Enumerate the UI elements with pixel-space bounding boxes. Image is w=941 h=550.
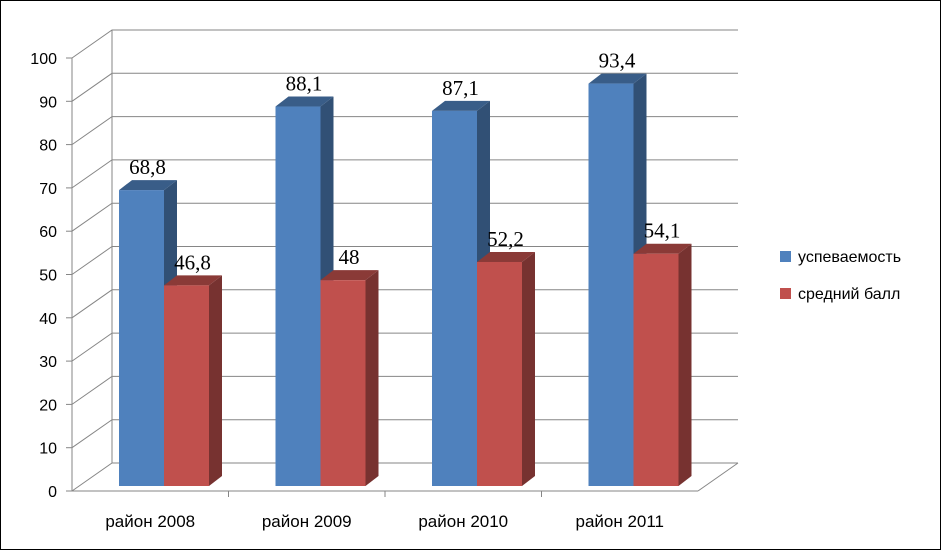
y-tick-label: 50 [39,268,57,285]
bar-side [365,270,379,486]
y-tick-label: 80 [39,138,57,155]
y-tick-label: 20 [39,397,57,414]
x-category-label: район 2011 [575,512,664,531]
bar [164,285,209,486]
bar-top [164,275,222,286]
data-label: 93,4 [599,49,636,73]
bar-side [522,251,535,486]
x-axis-categories: район 2008 район 2009 район 2010 район 2011 [105,512,664,531]
data-label: 68,8 [129,155,166,179]
data-label: 48 [339,245,360,269]
y-tick-label: 60 [39,224,57,241]
data-label: 46,8 [174,250,211,274]
bar [275,106,321,486]
y-tick-label: 0 [48,484,57,501]
legend-label: средний балл [798,286,900,303]
x-category-label: район 2010 [418,512,508,531]
data-label: 88,1 [286,72,323,96]
bar-top [588,73,647,84]
bar-top [320,270,379,281]
bars [119,73,692,487]
y-tick-label: 40 [39,311,57,328]
x-category-label: район 2008 [105,512,195,531]
bar-top [432,100,490,111]
bar [477,261,522,486]
bar [588,83,634,486]
legend: успеваемость средний балл [780,249,901,303]
bar-side [209,275,222,486]
data-label: 52,2 [487,227,524,251]
bar [432,110,477,487]
bar-top [477,251,535,262]
y-tick-label: 70 [39,181,57,198]
bar [119,190,164,486]
floor-right-edge [697,462,739,492]
bar [320,280,366,486]
y-axis-ticks: 0 10 20 30 40 50 60 70 80 90 100 [30,51,57,501]
bar [633,253,679,486]
data-label: 54,1 [644,219,681,243]
y-tick-label: 100 [30,51,57,68]
bar-top [119,180,177,191]
gridline [71,29,738,59]
y-tick-label: 10 [39,441,57,458]
legend-swatch [780,251,791,262]
x-category-label: район 2009 [262,512,352,531]
bar-top [633,243,692,254]
y-tick-label: 30 [39,354,57,371]
legend-label: успеваемость [798,249,901,266]
data-labels: 68,8 46,8 88,1 48 87,1 52,2 93,4 54,1 [129,49,680,275]
bar-top [275,96,334,107]
data-label: 87,1 [442,76,479,100]
legend-swatch [780,288,791,299]
bar-side [678,243,692,486]
y-tick-label: 90 [39,94,57,111]
